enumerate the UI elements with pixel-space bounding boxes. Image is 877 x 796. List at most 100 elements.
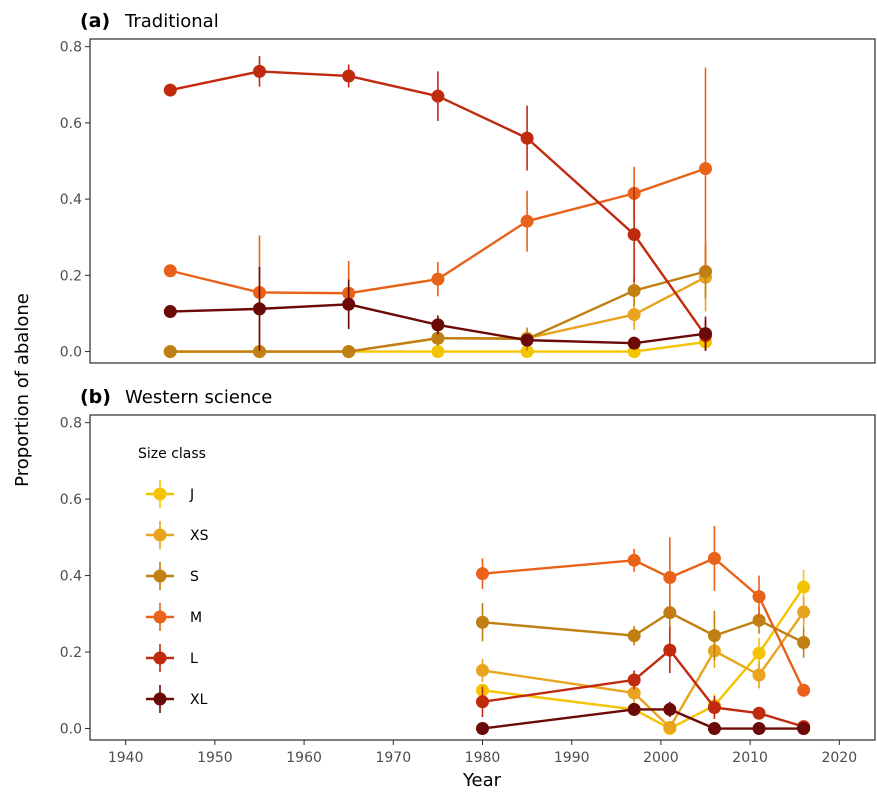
x-tick-label: 2010 — [732, 750, 768, 766]
panel-a-y-tick-label: 0.4 — [60, 192, 82, 208]
panel-a-point-s — [163, 345, 177, 359]
panel-b-series — [476, 525, 811, 736]
panel-b-series-s — [476, 597, 811, 661]
x-tick-label: 1980 — [465, 750, 501, 766]
panel-a-point-xs — [627, 308, 641, 322]
panel-b-point-m — [797, 683, 811, 697]
legend-label-xl: XL — [190, 692, 208, 708]
panel-b-point-xl — [663, 702, 677, 716]
panel-b-title: Western science — [125, 387, 272, 408]
x-tick-label: 1960 — [286, 750, 322, 766]
panel-a-y-tick-label: 0.0 — [60, 345, 82, 361]
legend: Size class J XS S M L XL — [138, 446, 209, 713]
panel-a-point-l — [431, 89, 445, 103]
panel-b-y-tick-label: 0.0 — [60, 722, 82, 738]
panel-b-point-m — [627, 553, 641, 567]
x-axis: 1940 1950 1960 1970 1980 1990 2000 2010 2020 — [108, 740, 857, 766]
panel-b-y-tick-label: 0.8 — [60, 416, 82, 432]
legend-label-j: J — [189, 487, 194, 503]
x-tick-label: 1970 — [375, 750, 411, 766]
panel-b-point-xs — [476, 663, 489, 677]
panel-b-y-tick-label: 0.2 — [60, 645, 82, 661]
panel-a-point-xl — [252, 302, 266, 316]
panel-b-line-l — [482, 648, 804, 728]
legend-key-point-m — [153, 610, 167, 624]
panel-b-line-xs — [482, 611, 805, 729]
panel-a-point-s — [252, 345, 266, 359]
panel-b-line-m — [482, 557, 805, 691]
panel-western-science: (b) Western science 0.0 0.2 0.4 0.6 0.8 Size… — [60, 386, 876, 741]
panel-a-point-m — [431, 272, 445, 286]
panel-b-point-s — [627, 629, 641, 643]
panel-a-point-l — [627, 228, 641, 242]
panel-a-point-s — [699, 265, 713, 279]
panel-a-point-m — [520, 214, 534, 228]
panel-b-point-s — [476, 615, 489, 629]
panel-a-point-l — [252, 64, 266, 78]
panel-a-point-j — [431, 345, 445, 359]
panel-a-point-s — [627, 284, 641, 298]
legend-key-point-xl — [153, 692, 167, 706]
panel-a-y-tick-label: 0.8 — [60, 40, 82, 56]
panel-traditional: (a) Traditional 0.0 0.2 0.4 0.6 0.8 — [60, 10, 876, 364]
legend-label-l: L — [190, 651, 198, 667]
panel-b-point-m — [663, 571, 677, 584]
panel-a-point-j — [520, 345, 534, 359]
panel-b-tag: (b) — [80, 386, 111, 408]
panel-b-point-l — [627, 673, 641, 687]
x-axis-title: Year — [462, 770, 502, 791]
panel-a-y-tick-label: 0.2 — [60, 268, 82, 284]
panel-b-point-xs — [663, 720, 677, 734]
legend-key-point-s — [153, 569, 167, 583]
legend-key-point-xs — [153, 528, 167, 542]
x-tick-label: 1940 — [108, 750, 144, 766]
panel-b-point-l — [707, 701, 721, 714]
panel-a-point-m — [699, 162, 713, 176]
x-tick-label: 2000 — [643, 750, 679, 766]
panel-b-point-xs — [797, 605, 811, 619]
panel-a-point-l — [163, 83, 177, 97]
legend-key-point-l — [153, 651, 167, 665]
panel-b-point-xl — [797, 722, 811, 736]
panel-b-series-m — [476, 525, 811, 697]
panel-a-point-s — [342, 345, 356, 359]
legend-label-s: S — [190, 569, 199, 585]
panel-a-series — [163, 56, 713, 359]
x-tick-label: 1950 — [197, 750, 233, 766]
panel-b-point-l — [752, 706, 766, 720]
legend-item-j: J — [146, 480, 194, 508]
legend-item-xl: XL — [146, 685, 208, 713]
panel-b-point-s — [707, 629, 721, 643]
panel-a-point-l — [520, 131, 534, 145]
panel-a-point-xl — [627, 336, 641, 350]
legend-item-l: L — [146, 644, 198, 672]
panel-b-point-s — [752, 613, 766, 627]
panel-b-series-xs — [476, 596, 811, 734]
panel-b-point-l — [663, 643, 677, 657]
panel-b-series-xl — [476, 701, 811, 736]
panel-b-point-xs — [627, 686, 641, 700]
panel-a-series-s — [163, 244, 713, 359]
panel-a-point-l — [342, 69, 356, 83]
panel-a-y-tick-label: 0.6 — [60, 116, 82, 132]
panel-b-point-j — [797, 580, 811, 594]
panel-a-point-xl — [431, 318, 445, 332]
panel-a-point-xl — [342, 297, 356, 311]
panel-b-point-xl — [476, 722, 489, 736]
panel-a-frame — [89, 38, 876, 364]
panel-b-point-xs — [752, 668, 766, 682]
panel-b-point-j — [752, 646, 766, 660]
legend-key-point-j — [153, 487, 167, 501]
x-tick-label: 2020 — [821, 750, 857, 766]
panel-b-point-l — [476, 695, 489, 709]
panel-a-point-m — [163, 264, 177, 278]
panel-a-point-s — [431, 331, 445, 345]
panel-a-point-xl — [163, 305, 177, 319]
legend-label-xs: XS — [190, 528, 209, 544]
panel-b-y-tick-label: 0.6 — [60, 492, 82, 508]
legend-entries: J XS S M L XL — [146, 480, 209, 713]
panel-a-series-xl — [163, 266, 713, 351]
legend-label-m: M — [190, 610, 202, 626]
panel-b-line-j — [482, 586, 805, 730]
x-tick-label: 1990 — [554, 750, 590, 766]
